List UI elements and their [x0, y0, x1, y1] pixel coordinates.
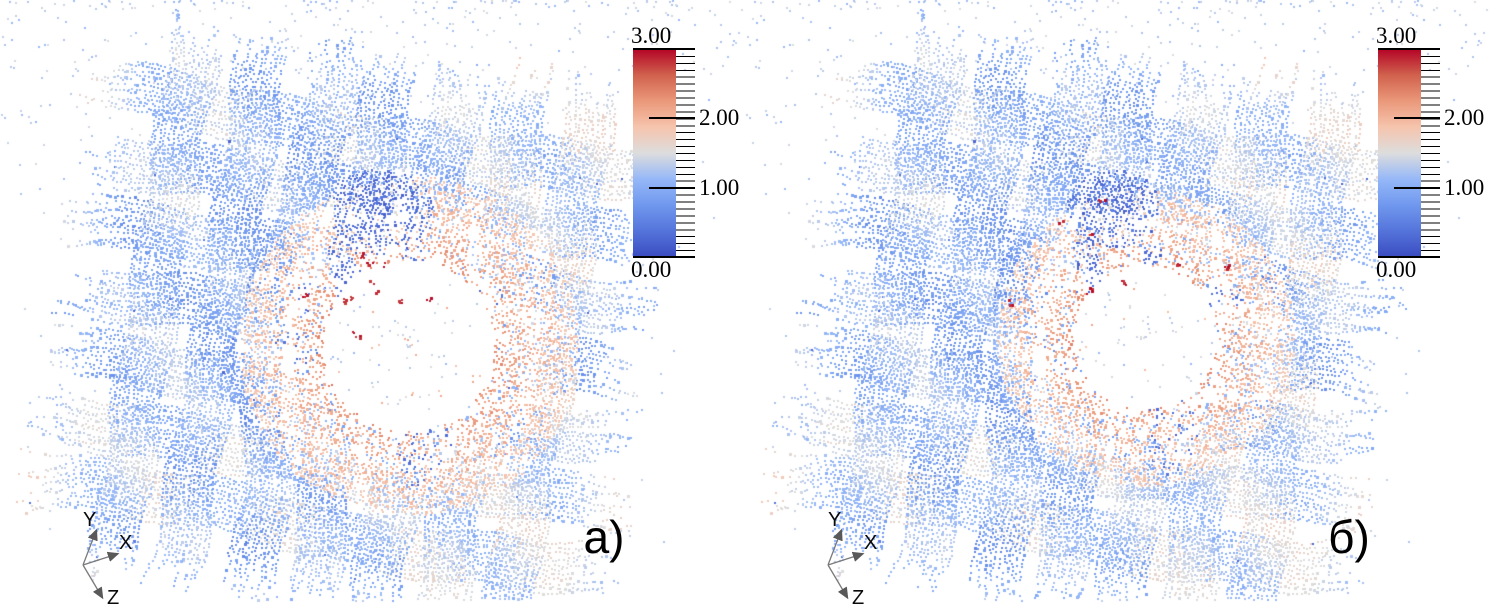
x-axis-arrow — [827, 551, 865, 566]
y-axis-arrow — [82, 528, 98, 566]
colorbar-label-2: 2.00 — [1444, 105, 1485, 130]
colorbar-major-tick-1 — [1394, 187, 1440, 189]
colorbar-label-2: 2.00 — [699, 105, 740, 130]
z-axis-label: Z — [852, 587, 864, 609]
colorbar-b: 3.00 2.00 1.00 0.00 — [1376, 24, 1490, 288]
orientation-axes-widget: Y X Z — [82, 509, 132, 609]
x-axis-arrow — [82, 551, 120, 566]
colorbar-bottom-rule — [1378, 256, 1440, 258]
x-axis-label: X — [864, 532, 877, 554]
z-axis-arrow — [827, 564, 849, 600]
colorbar-major-tick-2 — [649, 117, 695, 119]
colorbar-gradient — [633, 49, 676, 257]
y-axis-label: Y — [83, 509, 96, 531]
colorbar-label-1: 1.00 — [699, 175, 740, 200]
point-cloud-render-b — [745, 0, 1490, 610]
colorbar-major-tick-2 — [1394, 117, 1440, 119]
colorbar-label-1: 1.00 — [1444, 175, 1485, 200]
colorbar-tick-marks — [1421, 49, 1440, 258]
subfigure-label-b: б) — [1328, 511, 1370, 563]
z-axis-arrow — [82, 564, 104, 600]
colorbar-major-tick-1 — [649, 187, 695, 189]
y-axis-label: Y — [828, 509, 841, 531]
colorbar-max-label: 3.00 — [1376, 23, 1417, 48]
colorbar-tick-marks — [676, 49, 695, 258]
colorbar-min-label: 0.00 — [631, 257, 672, 282]
colorbar-bottom-rule — [633, 256, 695, 258]
subfigure-a: 3.00 2.00 1.00 0.00 Y X Z а) — [0, 0, 745, 610]
colorbar-top-rule — [1378, 48, 1440, 50]
colorbar-gradient — [1378, 49, 1421, 257]
colorbar-top-rule — [633, 48, 695, 50]
colorbar-a: 3.00 2.00 1.00 0.00 — [631, 24, 745, 288]
subfigure-label-a: а) — [583, 511, 625, 563]
z-axis-label: Z — [107, 587, 119, 609]
orientation-axes-widget: Y X Z — [827, 509, 877, 609]
colorbar-min-label: 0.00 — [1376, 257, 1417, 282]
colorbar-max-label: 3.00 — [631, 23, 672, 48]
point-cloud-render-a — [0, 0, 745, 610]
y-axis-arrow — [827, 528, 843, 566]
subfigure-b: 3.00 2.00 1.00 0.00 Y X Z б) — [745, 0, 1490, 610]
x-axis-label: X — [119, 532, 132, 554]
